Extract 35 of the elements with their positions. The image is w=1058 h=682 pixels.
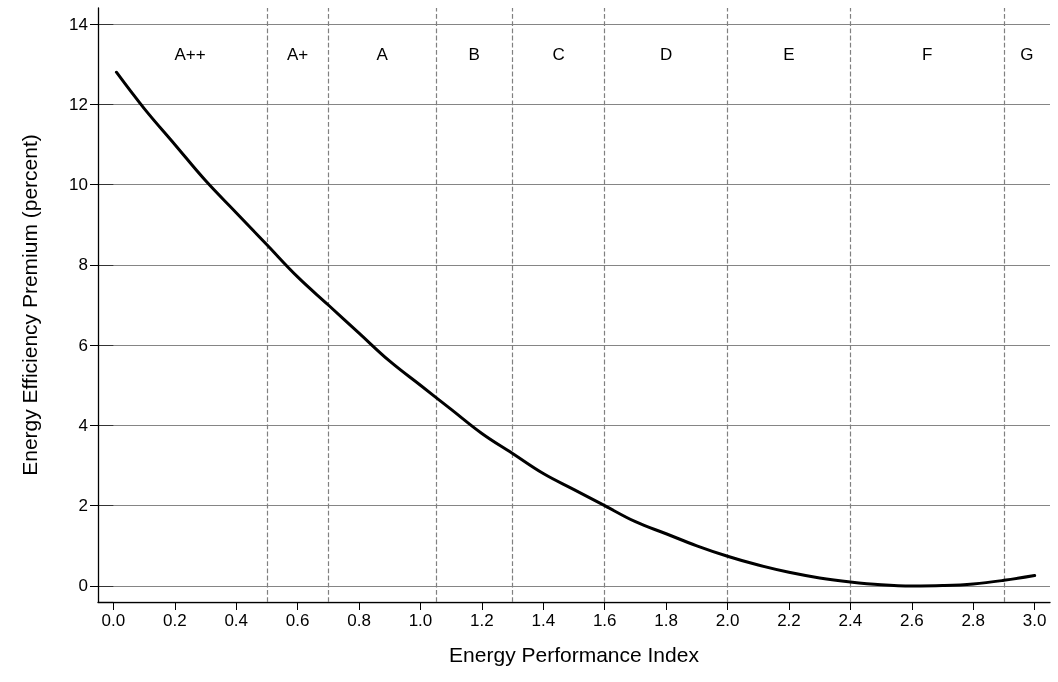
x-tick-label: 0.4: [224, 611, 249, 630]
y-tick-label: 14: [69, 14, 88, 34]
x-tick-label: 2.0: [715, 611, 740, 630]
x-tick-label: 0.0: [101, 611, 126, 630]
y-axis-title: Energy Efficiency Premium (percent): [18, 134, 41, 476]
band-label: D: [659, 45, 673, 64]
y-tick-label: 2: [78, 496, 88, 516]
band-label: A: [376, 45, 389, 64]
x-tick-label: 2.4: [838, 611, 863, 630]
x-tick-label: 1.0: [408, 611, 433, 630]
x-tick-label: 0.6: [285, 611, 310, 630]
x-tick-label: 1.4: [531, 611, 556, 630]
x-tick-label: 3.0: [1022, 611, 1047, 630]
y-tick-label: 0: [78, 576, 88, 596]
band-label: B: [468, 45, 480, 64]
y-tick-label: 12: [69, 94, 88, 114]
x-tick-label: 1.2: [470, 611, 494, 630]
x-axis-title: Energy Performance Index: [449, 643, 700, 666]
y-tick-label: 10: [69, 175, 88, 195]
band-label: C: [552, 45, 565, 64]
band-label: A++: [174, 45, 206, 64]
y-tick-label: 4: [78, 415, 88, 435]
y-tick-label: 6: [78, 335, 88, 355]
x-tick-label: 2.2: [777, 611, 801, 630]
band-label: F: [921, 45, 933, 64]
x-tick-label: 1.8: [654, 611, 678, 630]
x-tick-label: 0.2: [162, 611, 187, 630]
x-tick-label: 2.6: [899, 611, 924, 630]
x-tick-label: 2.8: [961, 611, 986, 630]
x-tick-label: 0.8: [347, 611, 371, 630]
band-label: E: [783, 45, 795, 64]
x-tick-label: 1.6: [592, 611, 617, 630]
band-label: G: [1020, 45, 1034, 64]
band-label: A+: [286, 45, 309, 64]
y-tick-label: 8: [78, 255, 88, 275]
